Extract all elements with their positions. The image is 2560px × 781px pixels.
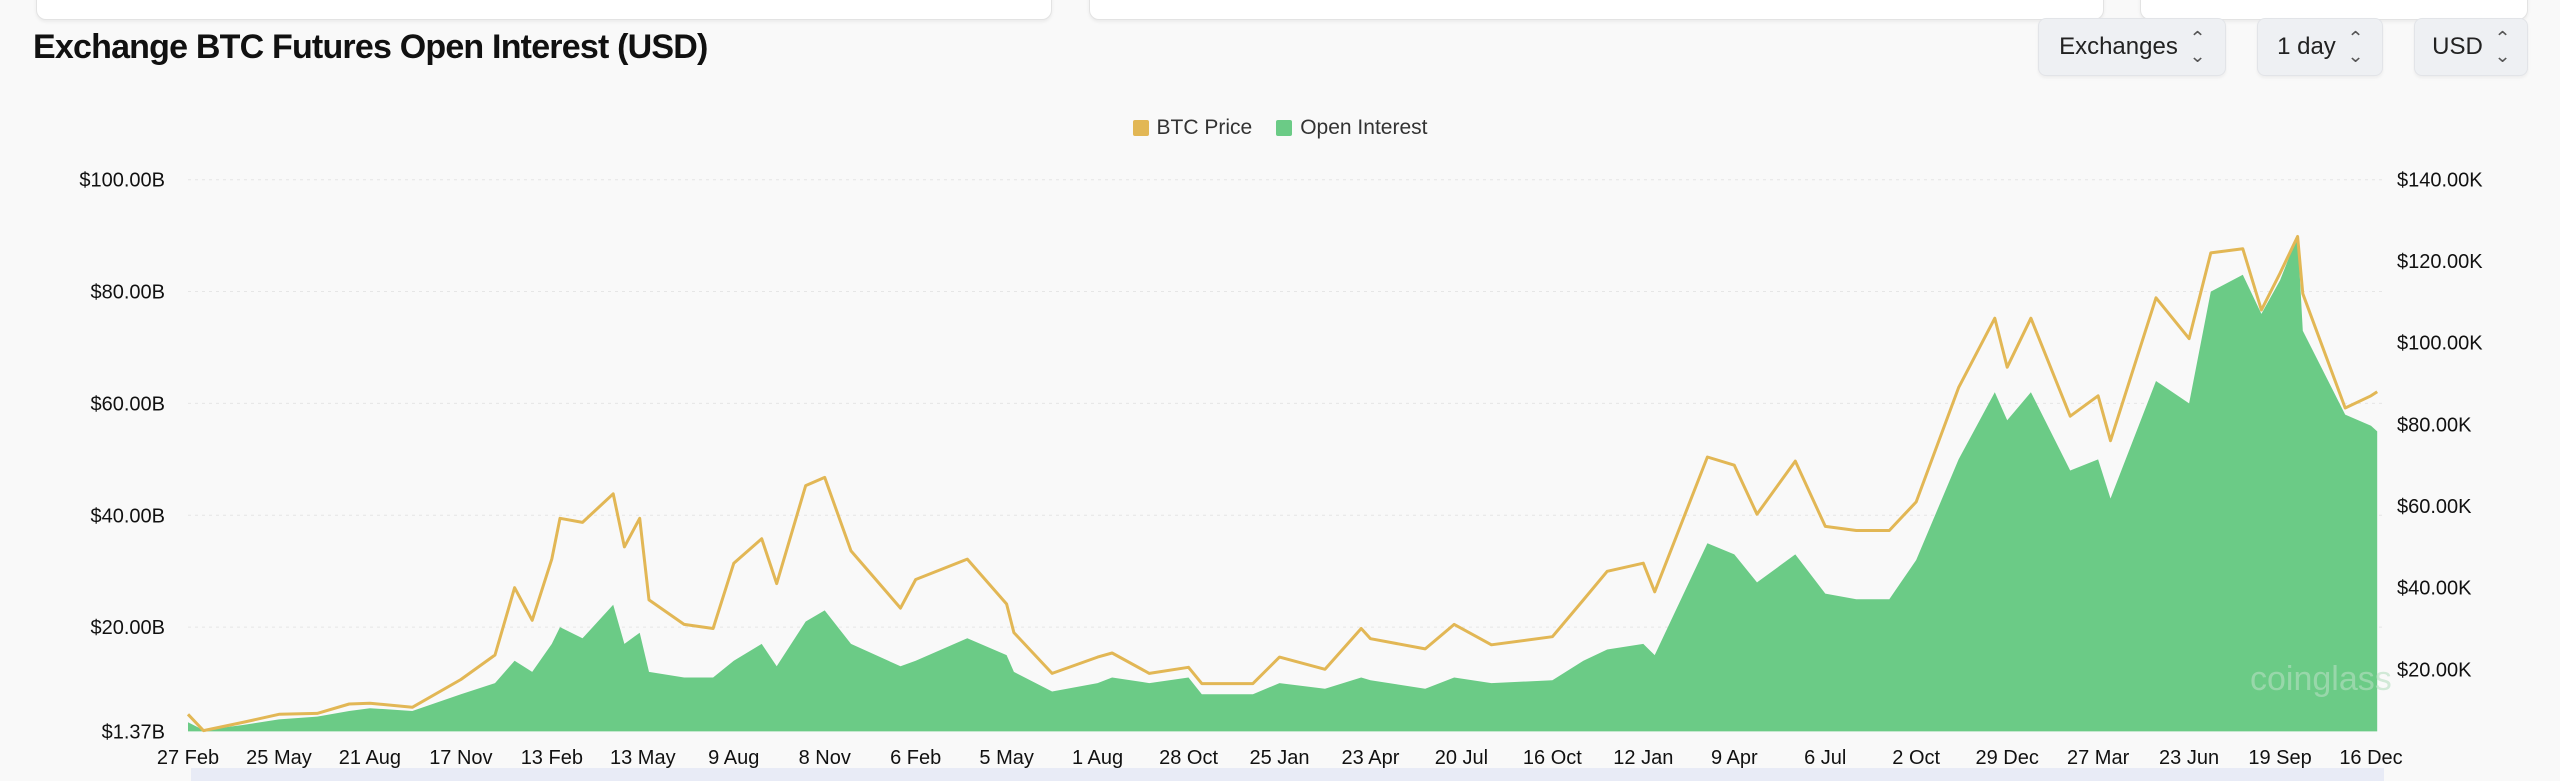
x-axis-tick-label: 1 Aug	[1072, 747, 1123, 769]
left-axis-tick-label: $20.00B	[90, 617, 165, 639]
x-axis-tick-label: 25 May	[246, 747, 312, 769]
exchanges-select[interactable]: Exchanges ⌃ ⌄	[2038, 18, 2226, 76]
exchanges-label: Exchanges	[2059, 33, 2178, 60]
x-axis-tick-label: 9 Apr	[1711, 747, 1758, 769]
left-axis-tick-label: $80.00B	[90, 282, 165, 304]
top-card-2	[1089, 0, 2104, 20]
legend-swatch-price	[1132, 120, 1149, 136]
left-axis-tick-label: $60.00B	[90, 393, 165, 415]
top-card-1	[36, 0, 1052, 20]
x-axis-tick-label: 8 Nov	[799, 747, 851, 769]
legend-item-btc-price[interactable]: BTC Price	[1132, 116, 1253, 140]
x-axis-tick-label: 21 Aug	[339, 747, 401, 769]
x-axis-tick-label: 28 Oct	[1159, 747, 1218, 769]
x-axis-tick-label: 9 Aug	[708, 747, 759, 769]
right-axis-tick-label: $40.00K	[2397, 578, 2472, 600]
x-axis-tick-label: 29 Dec	[1975, 747, 2038, 769]
x-axis-tick-label: 5 May	[979, 747, 1033, 769]
x-axis-tick-label: 27 Mar	[2067, 747, 2130, 769]
legend-swatch-oi	[1276, 120, 1293, 136]
left-axis-tick-label: $1.37B	[102, 721, 165, 743]
chart-legend: BTC Price Open Interest	[0, 116, 2560, 140]
x-axis-tick-label: 17 Nov	[429, 747, 492, 769]
right-axis-tick-label: $60.00K	[2397, 496, 2472, 518]
right-axis-tick-label: $20.00K	[2397, 659, 2472, 681]
x-axis-tick-label: 25 Jan	[1249, 747, 1309, 769]
right-axis-tick-label: $100.00K	[2397, 333, 2483, 355]
x-axis-tick-label: 23 Jun	[2159, 747, 2219, 769]
right-axis-tick-label: $140.00K	[2397, 169, 2483, 191]
x-axis-tick-label: 13 Feb	[521, 747, 583, 769]
left-axis-tick-label: $40.00B	[90, 505, 165, 527]
x-axis-tick-label: 2 Oct	[1892, 747, 1940, 769]
x-axis-tick-label: 16 Oct	[1523, 747, 1582, 769]
x-axis-tick-label: 13 May	[610, 747, 676, 769]
legend-label: BTC Price	[1156, 116, 1253, 139]
x-axis-tick-label: 23 Apr	[1342, 747, 1400, 769]
range-navigator[interactable]	[191, 768, 2384, 781]
watermark-logo: coinglass	[2250, 660, 2392, 698]
currency-label: USD	[2432, 33, 2483, 60]
updown-chevron-icon: ⌃ ⌄	[2189, 28, 2206, 66]
interval-select[interactable]: 1 day ⌃ ⌄	[2257, 18, 2383, 76]
open-interest-area	[188, 235, 2378, 732]
left-axis-tick-label: $100.00B	[79, 170, 165, 192]
chart-title: Exchange BTC Futures Open Interest (USD)	[33, 28, 708, 66]
x-axis-tick-label: 19 Sep	[2248, 747, 2311, 769]
legend-label: Open Interest	[1300, 116, 1428, 139]
updown-chevron-icon: ⌃ ⌄	[2494, 28, 2511, 66]
x-axis-tick-label: 27 Feb	[157, 747, 219, 769]
x-axis-tick-label: 20 Jul	[1435, 747, 1488, 769]
right-axis-tick-label: $80.00K	[2397, 414, 2472, 436]
legend-item-open-interest[interactable]: Open Interest	[1276, 116, 1427, 140]
right-axis-tick-label: $120.00K	[2397, 251, 2483, 273]
currency-select[interactable]: USD ⌃ ⌄	[2414, 18, 2528, 76]
x-axis-tick-label: 16 Dec	[2339, 747, 2402, 769]
x-axis-tick-label: 6 Jul	[1804, 747, 1846, 769]
updown-chevron-icon: ⌃ ⌄	[2347, 28, 2364, 66]
x-axis-tick-label: 12 Jan	[1613, 747, 1673, 769]
x-axis-tick-label: 6 Feb	[890, 747, 941, 769]
interval-label: 1 day	[2277, 33, 2336, 60]
